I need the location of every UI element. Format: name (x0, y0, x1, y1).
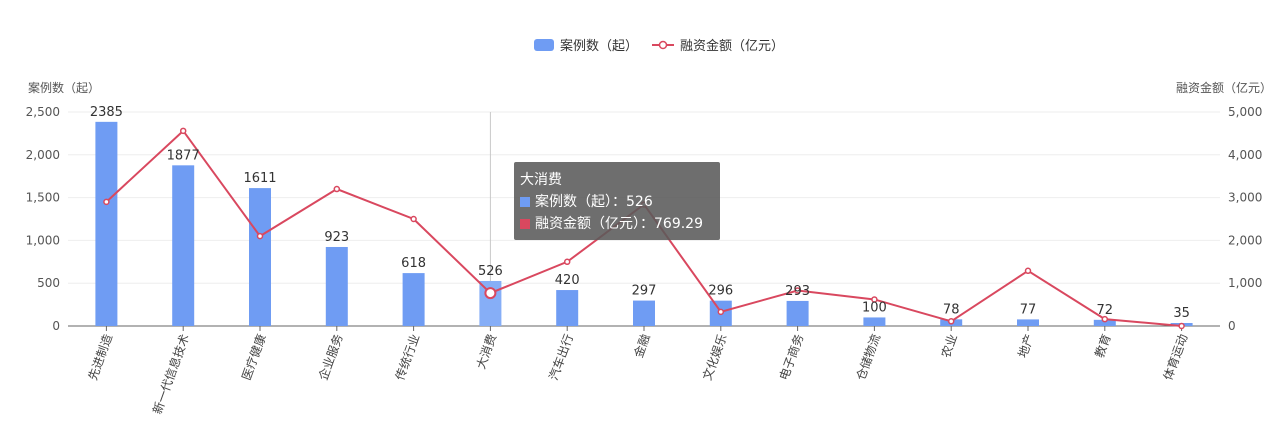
y-left-axis-title: 案例数（起） (28, 80, 100, 95)
tooltip-row-cases: 案例数（起）：526 (520, 191, 714, 213)
line-point (256, 232, 264, 240)
line-point (794, 287, 801, 294)
x-category-label: 汽车出行 (546, 332, 577, 382)
line-point (1024, 267, 1032, 275)
line-point (717, 308, 725, 316)
y-right-tick-label: 0 (1228, 319, 1236, 333)
x-category-label: 新一代信息技术 (149, 332, 192, 416)
bar (633, 300, 655, 326)
line-point (563, 258, 571, 266)
tooltip: 大消费 案例数（起）：526 融资金额（亿元）：769.29 (514, 162, 720, 240)
bar (1093, 319, 1116, 326)
bar-value-label: 420 (555, 273, 580, 288)
x-category-label: 先进制造 (86, 332, 116, 382)
bar-value-label: 72 (1097, 303, 1114, 318)
x-category-label: 农业 (939, 332, 960, 359)
tooltip-swatch-line (520, 219, 530, 229)
bar-value-label: 77 (1020, 302, 1037, 317)
data-labels: 2385 1877 1611 923 618 526 420 297 296 293 100 78 77… (90, 105, 1190, 321)
x-category-label: 文化娱乐 (699, 332, 730, 382)
bar-value-label: 297 (632, 284, 657, 299)
y-left-tick-label: 1,500 (26, 191, 60, 205)
line-point (1101, 315, 1109, 323)
line-point (484, 287, 497, 300)
bar-value-label: 100 (862, 300, 887, 315)
x-category-label: 地产 (1015, 332, 1036, 359)
x-category-label: 教育 (1091, 332, 1113, 360)
x-category-label: 电子商务 (776, 332, 807, 382)
x-category-label: 传统行业 (392, 332, 423, 382)
x-category-label: 金融 (631, 332, 653, 360)
line-point (333, 185, 341, 193)
x-category-label: 医疗健康 (238, 332, 269, 382)
legend-item-amount: 融资金额（亿元） (652, 38, 784, 54)
bar (249, 188, 271, 326)
legend-label-cases: 案例数（起） (560, 39, 638, 54)
tooltip-title: 大消费 (520, 172, 562, 188)
tooltip-cases-text: 案例数（起）：526 (535, 194, 653, 210)
y-right-tick-label: 4,000 (1228, 148, 1262, 162)
y-right-tick-label: 2,000 (1228, 233, 1262, 247)
line-point (947, 318, 955, 325)
y-left-tick-label: 2,000 (26, 148, 60, 162)
y-right-tick-label: 5,000 (1228, 105, 1262, 119)
legend-swatch-point (658, 40, 668, 50)
bar-value-label: 1877 (167, 148, 200, 163)
x-category-label: 大消费 (474, 332, 499, 371)
bar (172, 165, 195, 326)
bar-value-label: 1611 (243, 171, 276, 186)
y-left-tick-label: 500 (37, 276, 60, 290)
legend-label-amount: 融资金额（亿元） (680, 38, 784, 54)
y-right-tick-label: 3,000 (1228, 191, 1262, 205)
x-category-label: 仓储物流 (853, 332, 884, 382)
bar (786, 300, 809, 326)
legend[interactable]: 案例数（起） 融资金额（亿元） (534, 38, 784, 54)
line-point (179, 127, 187, 135)
bar-value-label: 2385 (90, 105, 123, 120)
line-point (871, 296, 878, 303)
bar (402, 273, 425, 326)
x-category-label: 体育运动 (1160, 332, 1191, 382)
y-left-tick-label: 0 (52, 319, 60, 333)
bar (863, 317, 886, 326)
y-left-tick-label: 1,000 (26, 233, 60, 247)
bar-value-label: 35 (1173, 306, 1190, 321)
tooltip-amount-text: 融资金额（亿元）：769.29 (535, 216, 703, 232)
line-point (1178, 322, 1185, 330)
line-point (410, 215, 417, 223)
bar-series (95, 121, 1193, 327)
tooltip-row-amount: 融资金额（亿元）：769.29 (520, 213, 714, 235)
y-left-tick-label: 2,500 (26, 105, 60, 119)
bar-value-label: 618 (401, 256, 426, 271)
axes: 0 500 1,000 1,500 2,000 2,500 0 1,000 2,000 3,000… (26, 80, 1272, 416)
x-category-label: 企业服务 (315, 332, 346, 382)
bar-value-label: 923 (324, 230, 349, 245)
bar-value-label: 293 (785, 284, 810, 299)
bar-value-label: 78 (943, 302, 960, 317)
bar-value-label: 526 (478, 264, 503, 279)
legend-swatch-bar (534, 39, 554, 51)
bar (95, 121, 118, 327)
bar (325, 246, 348, 326)
legend-item-cases: 案例数（起） (534, 39, 638, 54)
bar (1017, 319, 1039, 326)
bar (556, 290, 579, 326)
y-right-axis-title: 融资金额（亿元） (1176, 80, 1272, 95)
bar-value-label: 296 (708, 284, 733, 299)
line-point (103, 198, 110, 206)
tooltip-swatch-bar (520, 197, 530, 207)
y-right-tick-label: 1,000 (1228, 276, 1262, 290)
